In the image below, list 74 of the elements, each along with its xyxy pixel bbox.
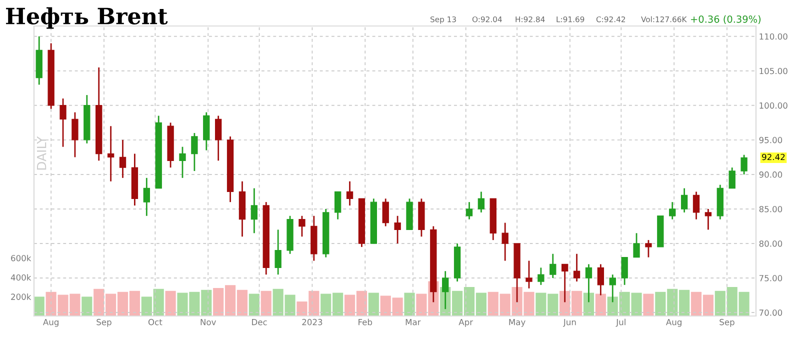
candlestick	[526, 260, 532, 290]
x-tick-label: Jun	[563, 319, 576, 327]
annotation: 92.42	[762, 154, 785, 160]
candlestick	[442, 270, 449, 310]
candlestick	[669, 201, 676, 220]
candlestick	[60, 98, 66, 148]
candlestick	[274, 228, 282, 276]
candlestick	[645, 239, 652, 258]
candlestick	[585, 264, 592, 303]
y-tick-label: 80.00	[759, 240, 782, 247]
candlestick	[633, 232, 640, 258]
y-tick-label: 105.00	[760, 68, 788, 74]
candlestick	[394, 215, 401, 244]
candlestick	[538, 266, 544, 286]
y-tick-label: 90.00	[759, 171, 782, 178]
x-tick-label: May	[509, 319, 526, 327]
y-tick-label: 95.00	[759, 136, 782, 144]
candlestick	[728, 166, 736, 189]
candlestick	[621, 256, 628, 286]
bar	[34, 296, 44, 316]
x-tick-label: 2023	[302, 318, 322, 326]
y2-tick-label: 600k	[11, 254, 32, 262]
x-tick-label: Feb	[358, 318, 372, 326]
bar	[260, 290, 272, 316]
text: +0.36 (0.39%)	[691, 15, 761, 24]
candlestick	[573, 253, 580, 282]
x-tick-label: Jul	[616, 318, 626, 327]
candlestick	[609, 274, 616, 303]
y2-tick-label: 200k	[11, 294, 32, 300]
bar	[248, 294, 260, 316]
candlestick	[692, 191, 700, 220]
x-tick-label: Nov	[200, 319, 216, 326]
y-tick-label: 85.00	[759, 206, 782, 212]
candlestick	[502, 222, 508, 262]
candlestick	[561, 264, 568, 303]
chart-title: Нефть Brent	[6, 7, 168, 29]
candlestick	[334, 191, 342, 220]
bar	[404, 292, 415, 316]
y2-tick-label: 400k	[10, 274, 32, 281]
candlestick	[346, 180, 354, 206]
candlestick	[191, 132, 198, 172]
bar	[643, 294, 654, 316]
x-tick-label: Oct	[148, 318, 162, 326]
x-tick-label: Aug	[43, 319, 58, 327]
bar	[165, 290, 176, 316]
x-tick-label: Sep	[720, 318, 734, 327]
x-tick-label: Aug	[666, 319, 682, 327]
x-tick-label: Mar	[406, 319, 421, 326]
candlestick	[215, 115, 222, 162]
candlestick	[382, 198, 389, 227]
candlestick	[72, 112, 78, 158]
y-tick-label: 110.00	[760, 33, 788, 40]
candlestick	[179, 146, 186, 179]
candlestick	[119, 139, 126, 179]
x-tick-label: Dec	[252, 319, 267, 326]
candlestick	[740, 154, 748, 176]
candlestick	[550, 253, 556, 279]
y-tick-label: 75.00	[759, 275, 782, 282]
candlestick	[298, 215, 306, 238]
bar	[82, 296, 92, 316]
candlestick	[478, 191, 485, 214]
candlestick	[704, 208, 712, 230]
x-tick-label: Apr	[458, 319, 474, 327]
candlestick	[143, 177, 150, 217]
bar	[368, 292, 379, 316]
candlestick	[597, 264, 604, 296]
candlestick	[466, 201, 473, 220]
candlestick	[250, 188, 258, 234]
candlestick	[680, 188, 688, 214]
bar	[595, 294, 606, 316]
x-tick-label: Sep	[96, 318, 112, 327]
y-tick-label: 70.00	[759, 310, 782, 316]
candlestick	[107, 125, 114, 182]
y-tick-label: 100.00	[760, 102, 788, 109]
